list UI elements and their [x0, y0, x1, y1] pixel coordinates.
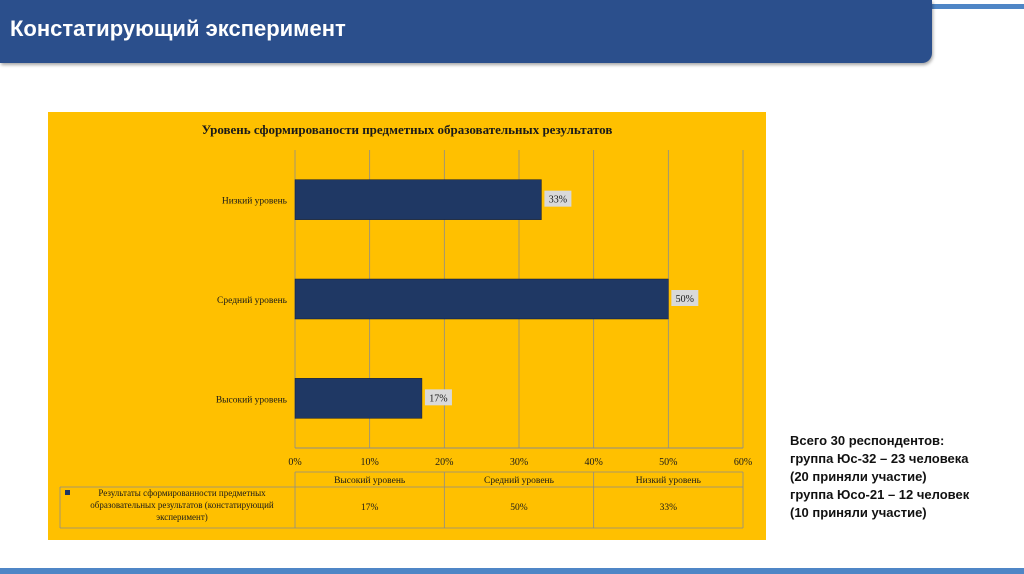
x-tick-label: 30%	[510, 457, 528, 468]
x-tick-label: 60%	[734, 457, 752, 468]
y-category-label: Низкий уровень	[222, 196, 288, 207]
table-value: 50%	[510, 503, 528, 513]
bar	[294, 179, 542, 220]
legend-key	[65, 490, 70, 495]
data-label-bg	[671, 290, 699, 306]
table-row-label: образовательных результатов (констатирую…	[90, 500, 274, 510]
x-tick-label: 40%	[584, 457, 602, 468]
page-title: Констатирующий эксперимент	[10, 16, 346, 41]
table-row-label: Результаты сформированности предметных	[98, 488, 266, 498]
bottom-accent-line	[0, 568, 1024, 574]
bar	[294, 378, 423, 419]
table-value: 33%	[660, 503, 678, 513]
table-header: Низкий уровень	[636, 475, 702, 486]
x-tick-label: 20%	[435, 457, 453, 468]
x-tick-label: 50%	[659, 457, 677, 468]
respondents-note: Всего 30 респондентов: группа Юс-32 – 23…	[790, 432, 1020, 522]
bar	[294, 278, 669, 320]
note-line: группа Юсо-21 – 12 человек	[790, 487, 970, 502]
bar-chart: 0% 10% 20% 30% 40% 50% 60% Высокий уровень 17% Ср…	[59, 150, 752, 529]
chart-container: Уровень сформированости предметных образ…	[48, 112, 766, 540]
note-line: (20 приняли участие)	[790, 469, 927, 484]
x-tick-label: 10%	[360, 457, 378, 468]
table-header: Высокий уровень	[334, 475, 406, 486]
data-label-bg	[544, 190, 572, 207]
note-line: Всего 30 респондентов:	[790, 433, 945, 448]
table-header: Средний уровень	[484, 475, 555, 486]
top-accent-line	[930, 4, 1024, 9]
y-category-label: Средний уровень	[217, 295, 288, 306]
note-line: (10 приняли участие)	[790, 505, 927, 520]
y-category-label: Высокий уровень	[216, 394, 288, 405]
table-row-label: эксперимент)	[156, 512, 208, 522]
data-label: 17%	[429, 393, 447, 404]
chart-title: Уровень сформированости предметных образ…	[201, 122, 613, 137]
data-label: 33%	[549, 195, 567, 206]
x-tick-label: 0%	[288, 457, 301, 468]
data-label-bg	[424, 389, 452, 406]
data-label: 50%	[676, 294, 694, 305]
title-bar: Констатирующий эксперимент	[0, 0, 932, 63]
note-line: группа Юс-32 – 23 человека	[790, 451, 969, 466]
table-value: 17%	[361, 503, 379, 513]
